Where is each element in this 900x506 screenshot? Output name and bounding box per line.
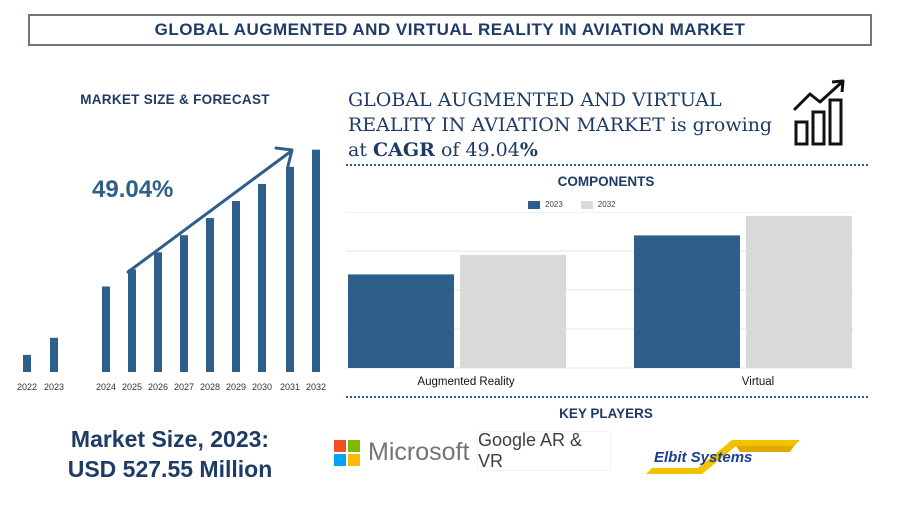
forecast-bar-2027 [180, 235, 188, 372]
forecast-bar-2032 [312, 149, 320, 372]
google-ar-vr-logo: Google AR & VR [478, 430, 610, 471]
forecast-bar-2023 [50, 337, 58, 372]
growth-cagr-label: CAGR [373, 139, 435, 161]
forecast-tick-2023: 2023 [44, 382, 64, 392]
growth-chart-icon [792, 79, 845, 146]
key-players-heading: KEY PLAYERS [559, 406, 653, 421]
forecast-tick-2024: 2024 [96, 382, 116, 392]
forecast-bar-2030 [258, 183, 266, 372]
forecast-tick-2022: 2022 [17, 382, 37, 392]
component-bar-virtual-2032 [746, 215, 852, 368]
growth-statement: GLOBAL AUGMENTED AND VIRTUAL REALITY IN … [348, 88, 788, 163]
legend-label-2023: 2023 [545, 200, 563, 209]
growth-line3: at CAGR of 49.04% [348, 138, 788, 163]
component-bar-augmented-reality-2032 [460, 254, 566, 368]
legend-label-2032: 2032 [597, 200, 616, 209]
market-size-line2: USD 527.55 Million [67, 456, 273, 482]
microsoft-label: Microsoft [368, 438, 470, 466]
elbit-systems-label: Elbit Systems [654, 449, 753, 466]
component-bar-virtual-2023 [634, 235, 740, 368]
microsoft-squares-icon [334, 439, 360, 466]
component-label-augmented-reality: Augmented Reality [417, 376, 514, 388]
forecast-tick-2029: 2029 [226, 382, 246, 392]
forecast-tick-2030: 2030 [252, 382, 272, 392]
trend-arrow-icon [126, 146, 294, 274]
legend-swatch-2032 [580, 200, 593, 209]
legend-item-2023: 2023 [528, 200, 563, 209]
market-size-text: Market Size, 2023: USD 527.55 Million [20, 424, 320, 484]
components-heading: COMPONENTS [557, 174, 655, 189]
google-label: Google AR & VR [478, 430, 583, 471]
forecast-bar-2024 [102, 286, 110, 372]
forecast-tick-2027: 2027 [174, 382, 194, 392]
component-bar-augmented-reality-2023 [348, 274, 454, 368]
growth-of: of 49.04 [434, 139, 520, 161]
forecast-tick-2028: 2028 [200, 382, 220, 392]
growth-line2: REALITY IN AVIATION MARKET is growing [348, 114, 773, 136]
forecast-tick-2025: 2025 [122, 382, 142, 392]
forecast-bar-chart: 2022 2023 2024 2025 2026 2027 2028 2029 2030 2031… [17, 146, 326, 392]
forecast-bar-2029 [232, 201, 240, 372]
title-banner: GLOBAL AUGMENTED AND VIRTUAL REALITY IN … [28, 14, 872, 46]
market-size-line1: Market Size, 2023: [70, 426, 270, 452]
components-legend: 2023 2032 [528, 200, 616, 209]
forecast-bar-2025 [128, 269, 136, 372]
forecast-tick-2031: 2031 [280, 382, 300, 392]
divider-top [346, 164, 868, 166]
forecast-bar-2026 [154, 252, 162, 372]
elbit-systems-logo [646, 440, 800, 474]
microsoft-logo: Microsoft [334, 438, 469, 467]
forecast-tick-2026: 2026 [148, 382, 168, 392]
page-title: GLOBAL AUGMENTED AND VIRTUAL REALITY IN … [154, 20, 746, 39]
legend-swatch-2023 [528, 200, 540, 209]
components-bar-chart: Augmented Reality Virtual [346, 212, 854, 388]
forecast-bar-2031 [286, 166, 294, 372]
legend-item-2032: 2032 [580, 200, 616, 209]
component-label-virtual: Virtual [742, 376, 774, 388]
cagr-annotation: 49.04% [92, 176, 174, 203]
divider-bottom [346, 396, 868, 398]
market-size-forecast-heading: MARKET SIZE & FORECAST [80, 92, 270, 107]
forecast-bar-2028 [206, 218, 214, 372]
growth-at: at [348, 139, 374, 161]
forecast-bar-2022 [23, 354, 31, 372]
growth-pct: % [519, 139, 538, 161]
forecast-tick-2032: 2032 [306, 382, 326, 392]
growth-line1: GLOBAL AUGMENTED AND VIRTUAL [348, 89, 722, 111]
